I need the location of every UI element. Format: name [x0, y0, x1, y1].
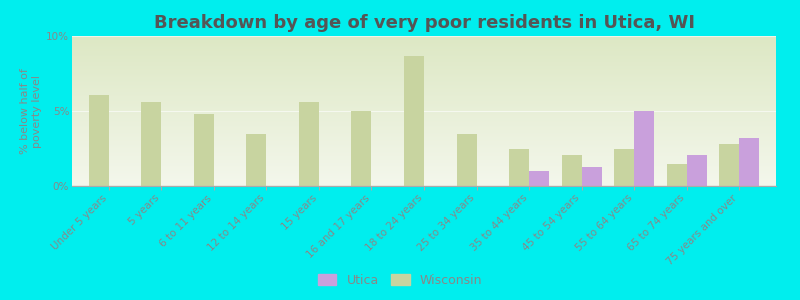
Bar	[142, 102, 162, 186]
Bar	[614, 148, 634, 186]
Bar	[457, 134, 477, 186]
Bar	[351, 111, 371, 186]
Bar	[404, 56, 424, 186]
Legend: Utica, Wisconsin: Utica, Wisconsin	[314, 270, 486, 291]
Bar	[194, 114, 214, 186]
Bar	[509, 148, 529, 186]
Y-axis label: % below half of
poverty level: % below half of poverty level	[21, 68, 42, 154]
Bar	[529, 171, 549, 186]
Bar	[89, 94, 109, 186]
Bar	[246, 134, 266, 186]
Bar	[582, 167, 602, 186]
Bar	[299, 102, 319, 186]
Title: Breakdown by age of very poor residents in Utica, WI: Breakdown by age of very poor residents …	[154, 14, 694, 32]
Bar	[562, 154, 582, 186]
Bar	[686, 154, 706, 186]
Bar	[719, 144, 739, 186]
Bar	[666, 164, 686, 186]
Bar	[739, 138, 759, 186]
Bar	[634, 111, 654, 186]
